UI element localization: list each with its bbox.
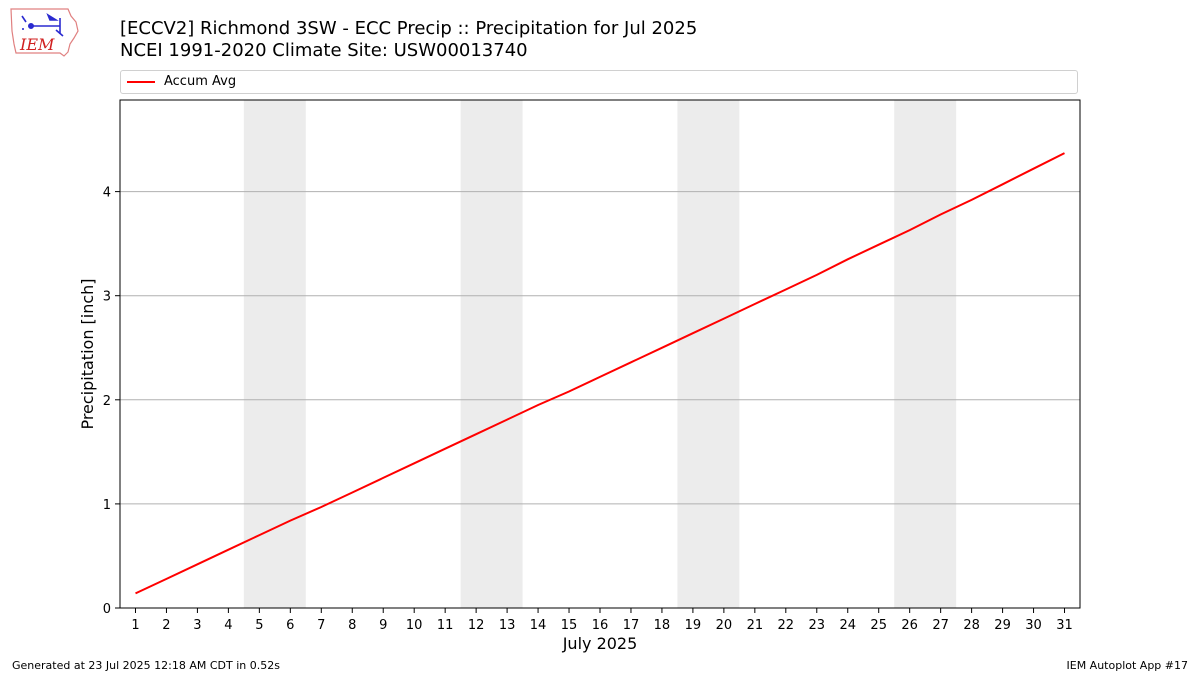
weekend-band-0 (243, 100, 306, 608)
data-point-day-8 (351, 491, 353, 493)
data-point-day-11 (444, 448, 446, 450)
data-point-day-26 (909, 229, 911, 231)
data-point-day-15 (568, 390, 570, 392)
logo-text: IEM (19, 35, 55, 54)
data-point-day-20 (723, 318, 725, 320)
data-point-day-9 (382, 477, 384, 479)
x-tick-label-29: 29 (994, 618, 1011, 633)
data-point-day-10 (413, 462, 415, 464)
x-tick-label-17: 17 (623, 618, 640, 633)
x-tick-label-28: 28 (963, 618, 980, 633)
data-point-day-17 (630, 361, 632, 363)
footer-app-id: IEM Autoplot App #17 (1066, 659, 1189, 672)
x-tick-label-1: 1 (131, 618, 139, 633)
data-point-day-19 (692, 332, 694, 334)
data-point-day-4 (227, 549, 229, 551)
data-point-day-13 (506, 419, 508, 421)
x-tick-label-3: 3 (193, 618, 201, 633)
x-tick-label-5: 5 (255, 618, 263, 633)
x-tick-label-22: 22 (778, 618, 795, 633)
x-tick-label-15: 15 (561, 618, 578, 633)
weekend-band-1 (460, 100, 523, 608)
chart-title: [ECCV2] Richmond 3SW - ECC Precip :: Pre… (120, 18, 697, 62)
x-tick-label-19: 19 (685, 618, 702, 633)
data-point-day-24 (847, 258, 849, 260)
data-point-day-18 (661, 347, 663, 349)
data-point-day-12 (475, 433, 477, 435)
weather-station-icon (21, 13, 64, 37)
x-tick-label-4: 4 (224, 618, 232, 633)
x-tick-label-13: 13 (499, 618, 516, 633)
x-tick-label-16: 16 (592, 618, 609, 633)
data-point-day-27 (940, 214, 942, 216)
x-tick-label-25: 25 (870, 618, 887, 633)
y-tick-label-0: 0 (103, 602, 111, 617)
x-tick-label-21: 21 (747, 618, 764, 633)
data-point-day-7 (320, 506, 322, 508)
series-line-accum-avg (135, 152, 1065, 595)
data-point-day-23 (816, 274, 818, 276)
x-tick-label-23: 23 (809, 618, 826, 633)
data-point-day-3 (196, 563, 198, 565)
x-tick-label-7: 7 (317, 618, 325, 633)
x-tick-label-31: 31 (1056, 618, 1073, 633)
x-tick-label-12: 12 (468, 618, 485, 633)
x-tick-label-2: 2 (162, 618, 170, 633)
data-point-day-16 (599, 376, 601, 378)
data-point-day-31 (1064, 152, 1066, 154)
y-axis-label: Precipitation [inch] (78, 278, 97, 429)
legend-line-swatch (127, 81, 155, 83)
x-tick-label-10: 10 (406, 618, 423, 633)
x-tick-label-26: 26 (901, 618, 918, 633)
y-tick-label-1: 1 (103, 498, 111, 513)
data-point-day-29 (1002, 183, 1004, 185)
data-point-day-2 (165, 578, 167, 580)
data-point-day-22 (785, 288, 787, 290)
data-point-day-6 (289, 520, 291, 522)
weekend-band-2 (677, 100, 740, 608)
data-point-day-14 (537, 404, 539, 406)
x-tick-label-6: 6 (286, 618, 294, 633)
data-point-day-30 (1033, 168, 1035, 170)
legend-label: Accum Avg (164, 74, 237, 89)
y-tick-label-3: 3 (103, 290, 111, 305)
x-tick-label-30: 30 (1025, 618, 1042, 633)
y-tick-label-4: 4 (103, 186, 111, 201)
x-tick-label-11: 11 (437, 618, 454, 633)
weekend-band-3 (894, 100, 957, 608)
iem-logo: IEM (10, 8, 79, 57)
iowa-outline-icon (10, 8, 79, 57)
data-point-day-1 (134, 592, 136, 594)
data-point-day-28 (971, 199, 973, 201)
legend: Accum Avg (120, 70, 1078, 94)
x-tick-label-18: 18 (654, 618, 671, 633)
x-tick-label-8: 8 (348, 618, 356, 633)
y-tick-label-2: 2 (103, 394, 111, 409)
data-point-day-21 (754, 303, 756, 305)
x-tick-label-20: 20 (716, 618, 733, 633)
x-tick-label-14: 14 (530, 618, 547, 633)
x-axis-label: July 2025 (562, 634, 638, 653)
x-tick-label-27: 27 (932, 618, 949, 633)
footer-generated: Generated at 23 Jul 2025 12:18 AM CDT in… (12, 659, 280, 672)
data-point-day-5 (258, 534, 260, 536)
data-point-day-25 (878, 244, 880, 246)
title-line-1: [ECCV2] Richmond 3SW - ECC Precip :: Pre… (120, 18, 698, 39)
x-tick-label-9: 9 (379, 618, 387, 633)
title-line-2: NCEI 1991-2020 Climate Site: USW00013740 (120, 40, 528, 61)
x-tick-label-24: 24 (839, 618, 856, 633)
